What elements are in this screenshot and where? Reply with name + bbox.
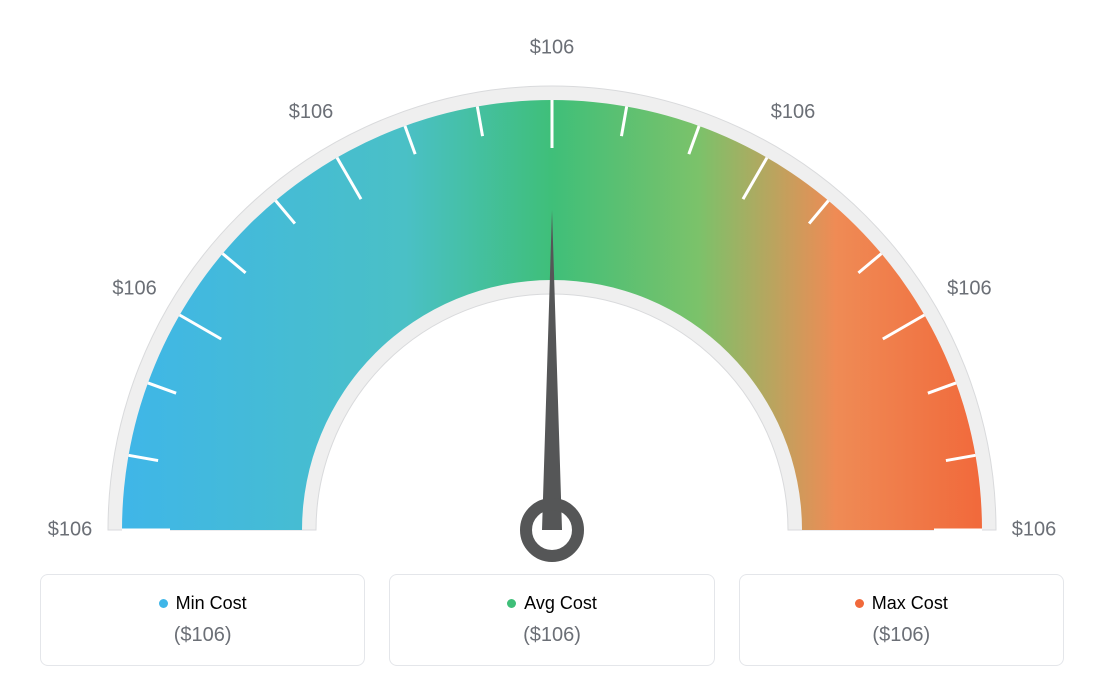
legend-avg-value: ($106)	[400, 624, 703, 647]
legend-max-title: Max Cost	[855, 593, 948, 614]
gauge-svg: $106 $106 $106 $106 $106 $106 $106	[0, 10, 1104, 570]
legend-min-box: Min Cost ($106)	[40, 574, 365, 666]
legend-avg-box: Avg Cost ($106)	[389, 574, 714, 666]
legend-min-title: Min Cost	[159, 593, 247, 614]
legend-max-value: ($106)	[750, 624, 1053, 647]
legend-min-value: ($106)	[51, 624, 354, 647]
dot-icon	[507, 599, 516, 608]
legend-row: Min Cost ($106) Avg Cost ($106) Max Cost…	[40, 574, 1064, 666]
gauge-scale-label: $106	[771, 101, 816, 123]
legend-min-label: Min Cost	[176, 593, 247, 614]
gauge-chart: $106 $106 $106 $106 $106 $106 $106	[0, 10, 1104, 570]
legend-max-box: Max Cost ($106)	[739, 574, 1064, 666]
gauge-scale-label: $106	[289, 101, 334, 123]
dot-icon	[855, 599, 864, 608]
dot-icon	[159, 599, 168, 608]
gauge-scale-label: $106	[112, 277, 157, 299]
legend-avg-label: Avg Cost	[524, 593, 597, 614]
gauge-scale-label: $106	[48, 518, 93, 540]
legend-avg-title: Avg Cost	[507, 593, 597, 614]
gauge-scale-label: $106	[1012, 518, 1057, 540]
legend-max-label: Max Cost	[872, 593, 948, 614]
gauge-scale-label: $106	[530, 36, 575, 58]
gauge-scale-label: $106	[947, 277, 992, 299]
